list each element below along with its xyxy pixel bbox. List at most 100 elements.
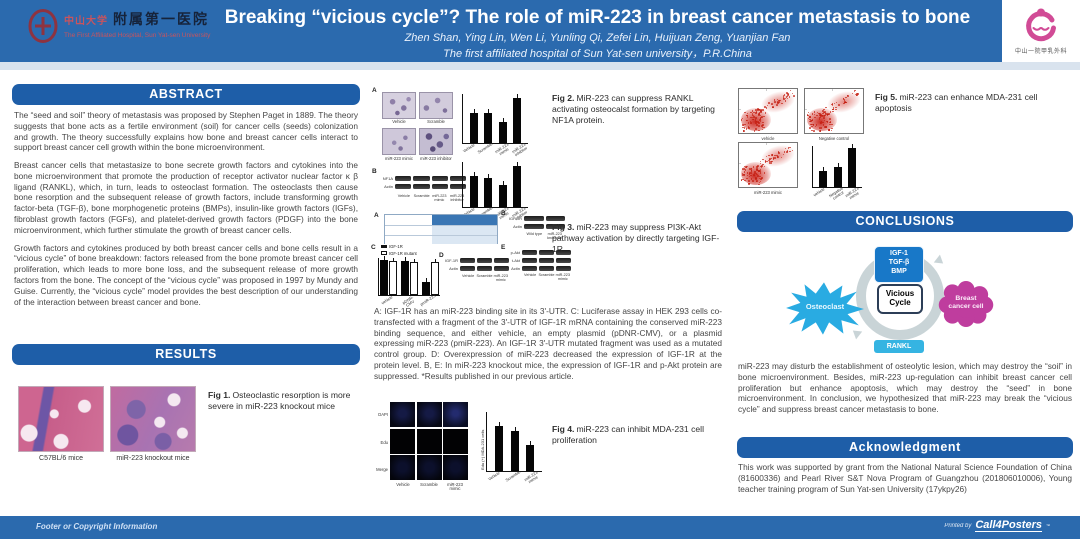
scatter-dot — [784, 147, 787, 150]
scatter-dot — [807, 117, 810, 120]
abstract-text: The “seed and soil” theory of metastasis… — [14, 110, 358, 314]
scatter-dot — [740, 119, 743, 121]
fig4-caption-text: miR-223 can inhibit MDA-231 cell prolife… — [552, 424, 704, 445]
fig2-micrograph-inhibitor — [419, 128, 453, 155]
blot-band — [556, 266, 571, 271]
scatter-dot — [759, 175, 761, 178]
scatter-dot — [759, 162, 762, 165]
scatter-dot — [783, 94, 786, 96]
blot-band — [539, 250, 554, 255]
blot-band — [477, 258, 492, 263]
scatter-dot — [822, 121, 824, 124]
university-name-cn: 中山大学 — [64, 16, 108, 27]
blot-band — [545, 224, 565, 229]
scatter-dot — [747, 122, 749, 124]
scatter-dot — [777, 151, 780, 153]
scatter-dot — [761, 177, 763, 179]
blot-band — [522, 266, 537, 271]
scatter-dot — [759, 170, 761, 172]
scatter-dot — [765, 107, 768, 109]
scatter-dot — [819, 122, 822, 124]
scatter-dot — [744, 123, 746, 126]
quadrant-line — [765, 143, 767, 145]
scatter-dot — [758, 113, 760, 115]
tick-label: Scramble — [538, 273, 555, 277]
scatter-dot — [772, 158, 775, 160]
section-header-abstract: ABSTRACT — [12, 84, 360, 105]
fig1-caption-label: Fig 1. — [208, 390, 231, 400]
scatter-dot — [824, 111, 826, 113]
scatter-dot — [828, 129, 830, 131]
scatter-dot — [763, 126, 765, 129]
fig5-caption: Fig 5. miR-223 can enhance MDA-231 cell a… — [875, 92, 1067, 114]
scatter-dot — [754, 171, 756, 174]
scatter-dot — [771, 160, 773, 163]
fig2-micrograph-label: miR-223 mimic — [385, 156, 413, 161]
fig2-micrograph-label: miR-223 inhibitor — [420, 156, 452, 161]
fig3-western-blot-B: IGF-1R Actin — [507, 216, 565, 229]
scatter-dot — [819, 114, 821, 117]
scatter-dot — [831, 127, 833, 130]
scatter-dot — [789, 146, 791, 149]
scatter-dot — [822, 110, 824, 112]
scatter-dot — [747, 126, 750, 128]
scatter-dot — [741, 117, 744, 120]
scatter-dot — [759, 119, 761, 121]
scatter-dot — [829, 121, 831, 124]
blot-band — [431, 184, 448, 189]
blot-band — [522, 250, 537, 255]
scatter-dot — [760, 116, 763, 119]
blot-band — [413, 176, 430, 181]
fig3-caption-label: Fig 3. — [552, 222, 575, 232]
scatter-dot — [746, 165, 749, 168]
diagram-breast-cancer-cell: Breast cancer cell — [934, 281, 998, 327]
abstract-paragraph: Growth factors and cytokines produced by… — [14, 242, 358, 307]
scatter-dot — [776, 104, 778, 106]
scatter-dot — [764, 160, 767, 162]
scatter-dot — [778, 152, 780, 154]
scatter-dot — [818, 118, 821, 120]
scatter-dot — [767, 159, 770, 162]
fig4-caption: Fig 4. miR-223 can inhibit MDA-231 cell p… — [552, 424, 728, 446]
scatter-dot — [812, 124, 815, 126]
scatter-dot — [766, 160, 768, 163]
scatter-dot — [755, 111, 758, 113]
scatter-dot — [752, 118, 755, 121]
chart-bar — [526, 441, 535, 471]
fig2-caption: Fig 2. MiR-223 can suppress RANKL activat… — [552, 93, 724, 126]
scatter-dot — [823, 119, 826, 122]
blot-band-row — [522, 266, 571, 271]
scatter-dot — [809, 118, 811, 121]
fig3-western-blot-D: IGF-1R Actin — [443, 258, 509, 271]
blot-row-label: p-Akt — [510, 249, 520, 255]
scatter-dot — [750, 111, 752, 114]
section-header-acknowledgment: Acknowledgment — [737, 437, 1073, 458]
fig5-flow-plot-mimic — [738, 141, 798, 188]
scatter-dot — [752, 180, 754, 182]
scatter-dot — [754, 119, 757, 121]
scatter-dot — [774, 154, 776, 157]
scatter-dot — [754, 170, 756, 173]
scatter-dot — [762, 158, 764, 161]
scatter-dot — [823, 111, 825, 114]
scatter-dot — [768, 160, 771, 162]
scatter-dot — [831, 123, 833, 126]
scatter-dot — [755, 178, 757, 180]
scatter-dot — [760, 110, 762, 112]
scatter-dot — [756, 169, 759, 172]
scatter-dot — [809, 127, 811, 129]
scatter-dot — [783, 98, 785, 100]
table-header-block — [432, 215, 497, 225]
blot-band — [494, 266, 509, 271]
scatter-dot — [758, 170, 760, 172]
trademark-symbol: ™ — [1046, 523, 1050, 528]
fig3-caption: Fig 3. miR-223 may suppress PI3K-Akt path… — [552, 222, 724, 255]
fig1-caption-text: Osteoclastic resorption is more severe i… — [208, 390, 351, 411]
fig5-caption-label: Fig 5. — [875, 92, 898, 102]
scatter-dot — [814, 116, 816, 119]
scatter-dot — [826, 114, 829, 116]
scatter-dot — [833, 102, 836, 105]
tick-label: miR-223 mimic — [493, 274, 508, 282]
scatter-dot — [750, 172, 752, 174]
scatter-dot — [766, 104, 769, 107]
